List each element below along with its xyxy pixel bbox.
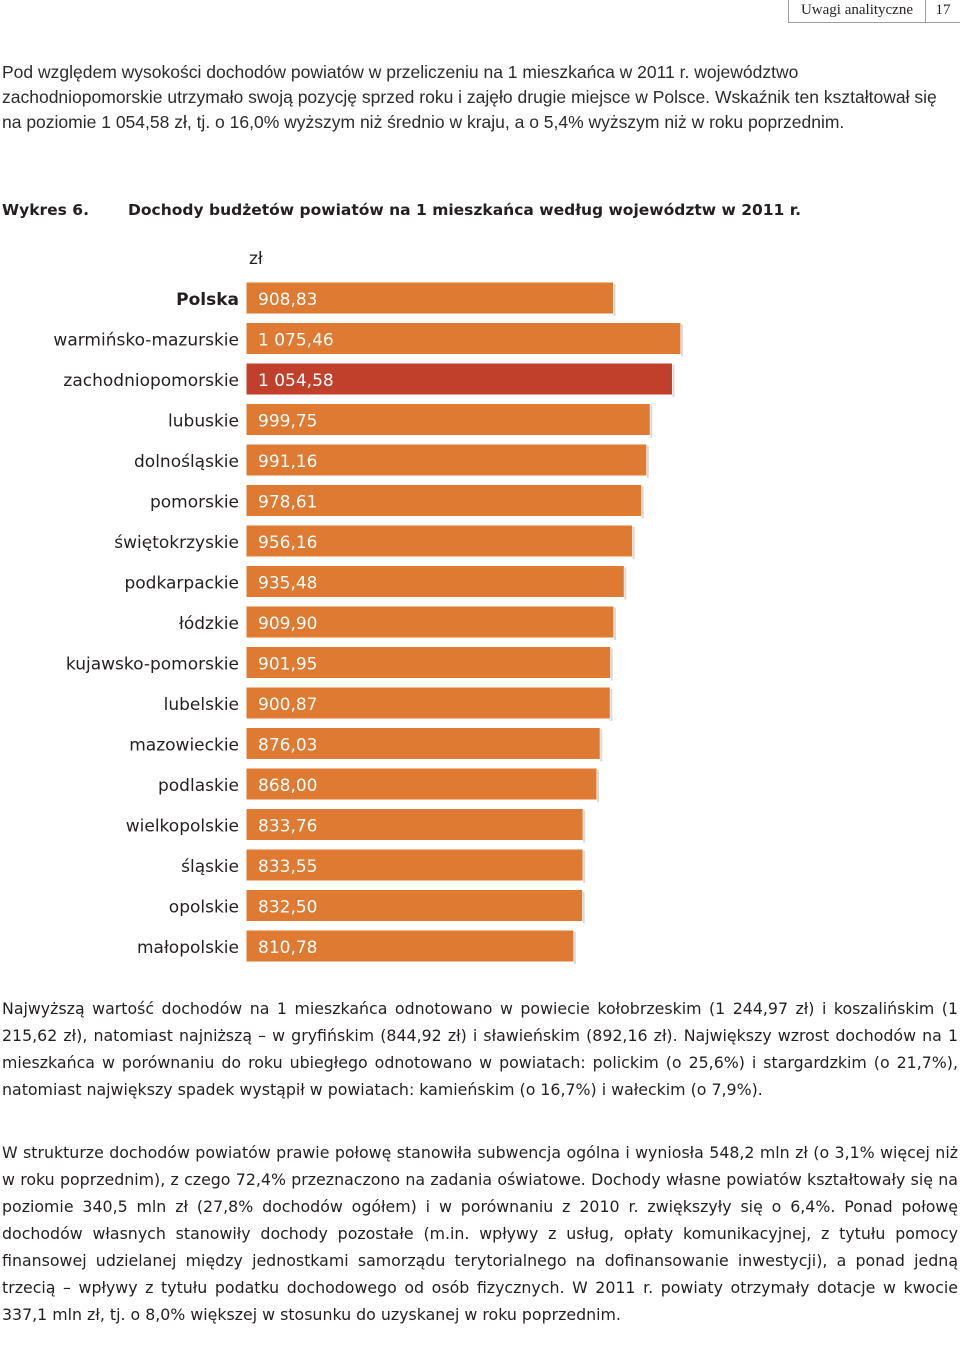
category-label: lubuskie xyxy=(168,412,239,432)
intro-paragraph: Pod względem wysokości dochodów powiatów… xyxy=(2,62,937,132)
bar-row-15: 832,50 opolskie xyxy=(169,889,585,924)
category-label: dolnośląskie xyxy=(134,452,239,472)
bar-row-7: 935,48 podkarpackie xyxy=(124,565,627,600)
bar-value-label: 978,61 xyxy=(258,493,317,513)
bar-value-label: 833,55 xyxy=(258,857,317,877)
bar xyxy=(245,727,601,760)
category-label: podkarpackie xyxy=(124,574,239,594)
bar-chart: zł 908,83 Polska 1 075,46 warmińsko-mazursk… xyxy=(53,249,683,964)
bar-row-9: 901,95 kujawsko-pomorskie xyxy=(66,646,613,681)
bar-value-label: 935,48 xyxy=(258,574,317,594)
category-label: zachodniopomorskie xyxy=(63,371,239,391)
category-label: Polska xyxy=(176,290,239,310)
bar xyxy=(245,281,615,315)
bar-shadow xyxy=(641,486,644,519)
bar xyxy=(245,443,648,477)
bar-row-10: 900,87 lubelskie xyxy=(164,686,613,721)
bar-value-label: 1 054,58 xyxy=(258,371,334,391)
bar xyxy=(245,889,584,922)
figure-title: Dochody budżetów powiatów na 1 mieszkańc… xyxy=(128,201,802,219)
bar xyxy=(245,808,584,841)
bar xyxy=(245,929,575,963)
category-label: mazowieckie xyxy=(129,736,239,756)
category-label: pomorskie xyxy=(150,493,239,513)
bar-shadow xyxy=(624,567,627,600)
bar-shadow xyxy=(610,689,613,721)
bar-value-label: 999,75 xyxy=(258,412,317,432)
bar-value-label: 908,83 xyxy=(258,290,317,310)
bar xyxy=(245,322,682,355)
bar-shadow xyxy=(672,365,675,397)
bar-value-label: 868,00 xyxy=(258,776,317,796)
bar-row-5: 978,61 pomorskie xyxy=(150,484,644,519)
bar-value-label: 833,76 xyxy=(258,817,317,837)
category-label: kujawsko-pomorskie xyxy=(66,655,239,675)
bar xyxy=(245,565,625,598)
body-paragraph-2: W strukturze dochodów powiatów prawie po… xyxy=(2,1143,958,1324)
bar-shadow xyxy=(610,648,613,681)
bar-value-label: 1 075,46 xyxy=(258,331,334,351)
bar-shadow xyxy=(632,527,635,559)
bar-row-14: 833,55 śląskie xyxy=(181,848,586,883)
bar-shadow xyxy=(646,446,649,478)
category-label: małopolskie xyxy=(137,938,239,958)
bar-value-label: 901,95 xyxy=(258,655,317,675)
bar-shadow xyxy=(582,891,585,924)
category-label: łódzkie xyxy=(179,614,239,634)
category-label: śląskie xyxy=(181,857,239,877)
bar-value-label: 991,16 xyxy=(258,452,317,472)
bar-shadow xyxy=(600,729,603,762)
figure-number: Wykres 6. xyxy=(2,201,89,219)
bar-row-16: 810,78 małopolskie xyxy=(137,929,576,964)
bar-shadow xyxy=(613,284,616,316)
bar-shadow xyxy=(650,405,653,438)
category-label: podlaskie xyxy=(158,776,239,796)
bar-row-11: 876,03 mazowieckie xyxy=(129,727,603,762)
bar-shadow xyxy=(680,324,683,357)
bar-row-13: 833,76 wielkopolskie xyxy=(126,808,586,843)
bar xyxy=(245,646,612,679)
running-header: Uwagi analityczne 17 xyxy=(787,0,960,23)
category-label: wielkopolskie xyxy=(126,817,239,837)
bar-shadow xyxy=(583,851,586,883)
category-label: lubelskie xyxy=(164,695,239,715)
bar-shadow xyxy=(597,770,600,802)
bar xyxy=(245,767,598,801)
bar-shadow xyxy=(583,810,586,843)
bar-value-label: 909,90 xyxy=(258,614,317,634)
bar-shadow xyxy=(613,608,616,640)
bar-row-3: 999,75 lubuskie xyxy=(168,403,653,438)
bar-row-12: 868,00 podlaskie xyxy=(158,767,600,802)
figure-caption: Wykres 6. Dochody budżetów powiatów na 1 … xyxy=(2,201,801,219)
bar-value-label: 956,16 xyxy=(258,533,317,553)
running-header-section-title: Uwagi analityczne xyxy=(787,0,925,23)
bar-shadow xyxy=(573,932,576,964)
bar-row-6: 956,16 świętokrzyskie xyxy=(114,524,635,559)
bar-row-8: 909,90 łódzkie xyxy=(179,605,616,640)
bar-value-label: 876,03 xyxy=(258,736,317,756)
bar xyxy=(245,605,615,639)
bar-value-label: 900,87 xyxy=(258,695,317,715)
chart-unit-label: zł xyxy=(249,249,263,269)
bar xyxy=(245,484,643,517)
bar-value-label: 810,78 xyxy=(258,938,317,958)
category-label: świętokrzyskie xyxy=(114,533,239,553)
bar-value-label: 832,50 xyxy=(258,898,317,918)
bar xyxy=(245,524,634,558)
page-number: 17 xyxy=(925,0,960,23)
category-label: opolskie xyxy=(169,898,239,918)
bar-row-0: 908,83 Polska xyxy=(176,281,616,316)
body-paragraph-1: Najwyższą wartość dochodów na 1 mieszkań… xyxy=(2,999,958,1099)
bar xyxy=(245,362,673,396)
category-label: warmińsko-mazurskie xyxy=(53,331,239,351)
bar-row-2: 1 054,58 zachodniopomorskie xyxy=(63,362,675,397)
bar-row-4: 991,16 dolnośląskie xyxy=(134,443,649,478)
bar-row-1: 1 075,46 warmińsko-mazurskie xyxy=(53,322,683,357)
